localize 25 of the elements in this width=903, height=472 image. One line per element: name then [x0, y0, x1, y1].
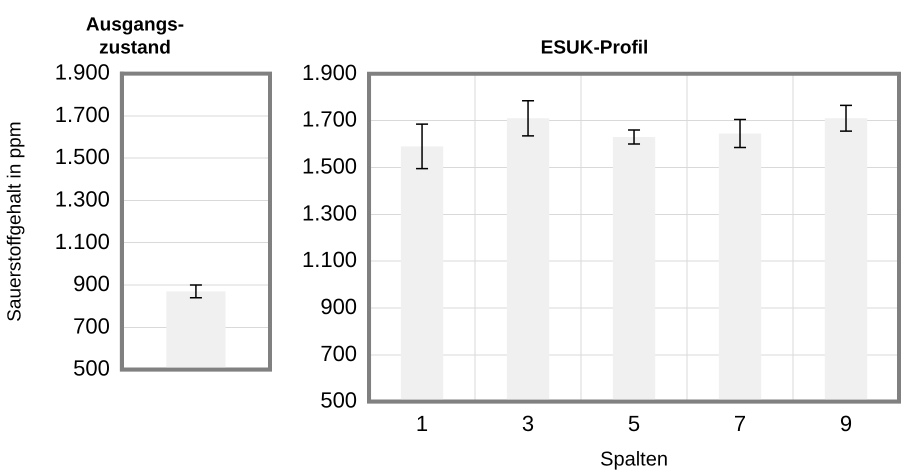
y-tick-label: 1.500 [54, 144, 110, 170]
chart-title: ESUK-Profil [540, 38, 648, 59]
y-tick-label: 1.100 [302, 247, 358, 272]
y-tick-label: 1.300 [302, 200, 358, 226]
y-tick-label: 1.100 [54, 228, 110, 254]
y-tick-label: 900 [320, 294, 358, 320]
x-tick-label: 9 [840, 410, 852, 436]
y-tick-label: 1.500 [302, 154, 358, 179]
y-tick-label: 1.900 [54, 60, 110, 85]
x-tick-label: 7 [734, 410, 746, 436]
chart-title: Ausgangs-zustand [86, 14, 184, 58]
y-tick-label: 700 [73, 313, 110, 338]
y-axis-title: Sauerstoffgehalt in ppm [4, 121, 26, 322]
y-tick-label: 1.700 [302, 106, 358, 132]
y-tick-label: 1.700 [54, 102, 110, 127]
y-tick-label: 1.900 [302, 60, 358, 85]
x-tick-label: 1 [416, 410, 428, 436]
y-tick-label: 1.300 [54, 186, 110, 212]
x-tick-label: 3 [522, 410, 534, 436]
x-axis-title: Spalten [600, 448, 668, 471]
y-tick-label: 900 [73, 271, 110, 296]
x-tick-label: 5 [628, 410, 640, 436]
y-tick-label: 500 [73, 356, 110, 381]
y-tick-label: 500 [320, 388, 358, 413]
y-tick-label: 700 [320, 340, 358, 366]
